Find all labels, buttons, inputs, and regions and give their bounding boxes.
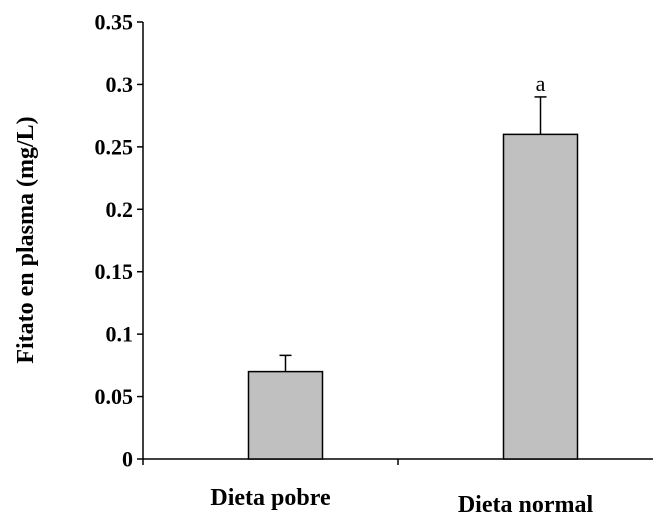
bar (502, 133, 579, 460)
significance-label: a (536, 71, 546, 96)
bars: Dieta pobre a Dieta normal (210, 71, 593, 518)
y-tick-label: 0.35 (95, 10, 134, 35)
y-axis: 0 0.05 0.1 0.15 0.2 0.25 0.3 0.35 (95, 10, 144, 472)
y-tick-label: 0.3 (106, 72, 134, 97)
x-category-label: Dieta normal (458, 492, 594, 518)
bar (247, 370, 324, 460)
y-axis-title-group: Fitato en plasma (mg/L) (13, 116, 39, 363)
x-axis (142, 458, 653, 465)
y-tick-label: 0.1 (106, 322, 134, 347)
y-tick-label: 0.25 (95, 134, 134, 159)
y-tick-label: 0.15 (95, 259, 134, 284)
y-tick-label: 0.2 (106, 197, 134, 222)
y-tick-label: 0.05 (95, 384, 134, 409)
x-category-label: Dieta pobre (210, 485, 331, 511)
y-tick-label: 0 (122, 447, 133, 472)
y-axis-title: Fitato en plasma (mg/L) (13, 116, 39, 363)
